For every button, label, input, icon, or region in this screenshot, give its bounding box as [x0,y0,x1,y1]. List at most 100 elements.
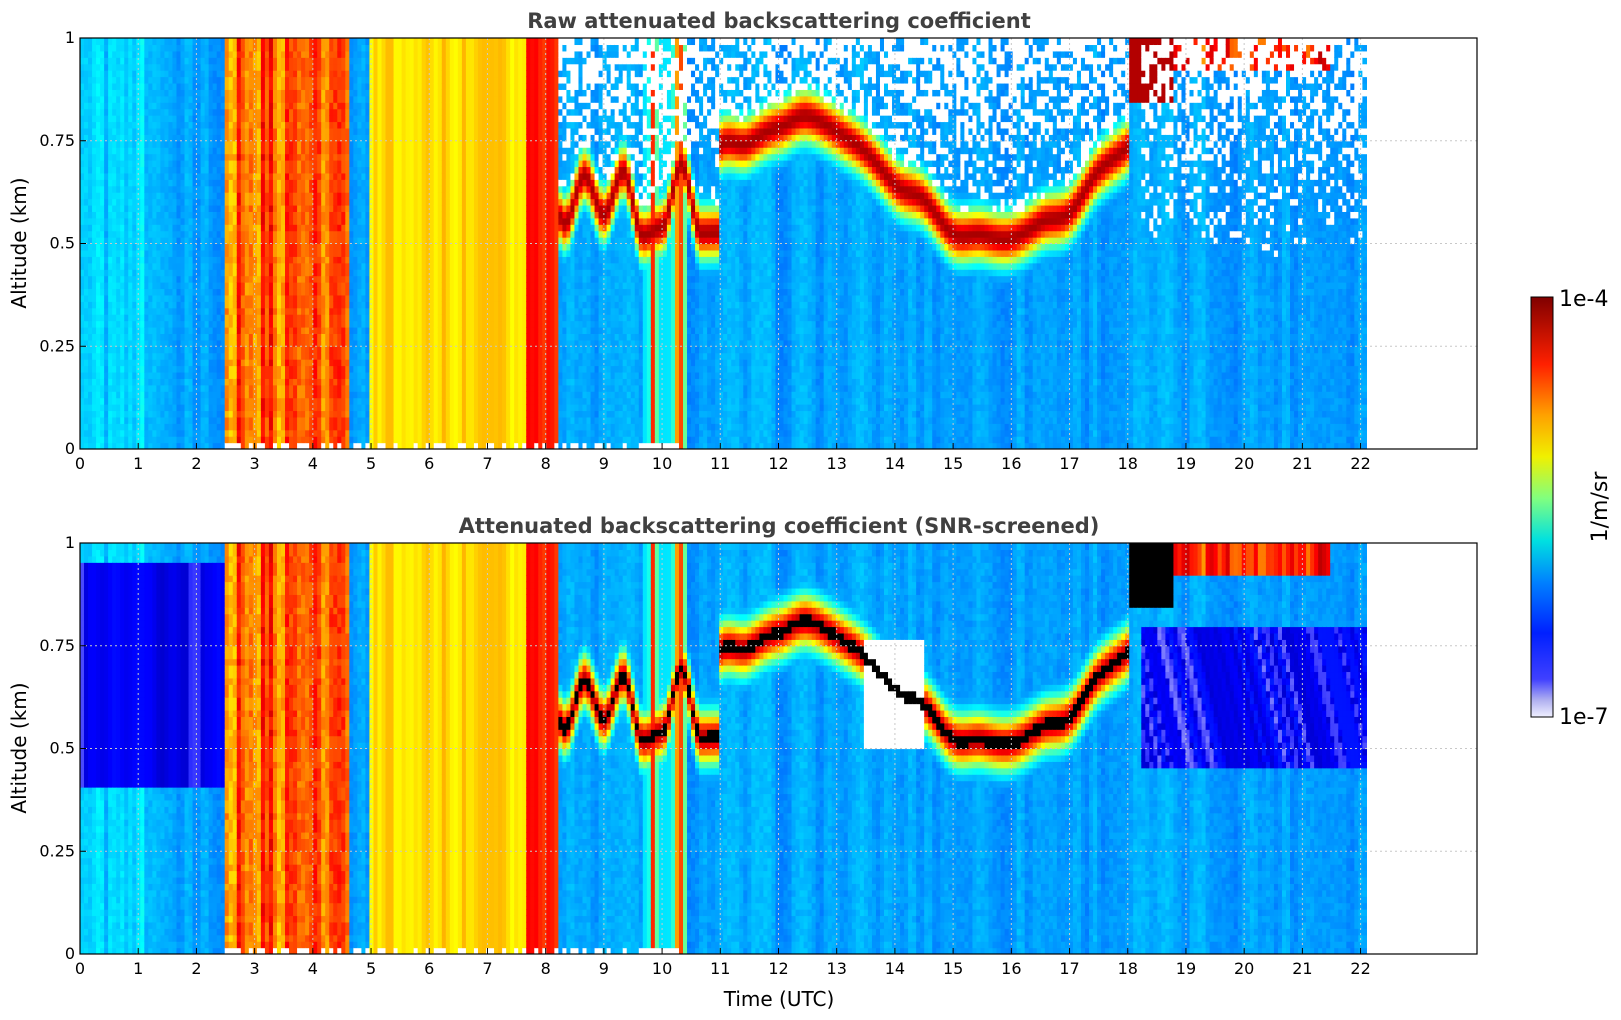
heatmap-cell [100,250,105,257]
heatmap-cell [217,385,222,392]
heatmap-cell [144,321,149,328]
heatmap-cell [197,199,202,206]
heatmap-cell [213,115,218,122]
heatmap-cell [217,64,222,71]
heatmap-cell [189,83,194,90]
heatmap-cell [209,346,214,353]
heatmap-cell [317,256,322,263]
heatmap-cell [369,378,374,385]
heatmap-cell [353,160,358,167]
heatmap-cell [233,346,238,353]
heatmap-cell [205,391,210,398]
heatmap-cell [201,218,206,225]
heatmap-cell [301,115,306,122]
heatmap-cell [209,282,214,289]
heatmap-cell [325,282,330,289]
heatmap-cell [181,186,186,193]
heatmap-cell [140,308,145,315]
heatmap-cell [168,173,173,180]
heatmap-cell [382,186,387,193]
heatmap-cell [185,147,190,154]
heatmap-cell [329,218,334,225]
heatmap-cell [96,372,101,379]
heatmap-cell [96,64,101,71]
heatmap-cell [92,250,97,257]
heatmap-cell [100,417,105,424]
heatmap-cell [377,83,382,90]
heatmap-cell [152,51,157,58]
heatmap-cell [241,436,246,443]
heatmap-cell [377,372,382,379]
heatmap-cell [160,83,165,90]
heatmap-cell [189,199,194,206]
heatmap-cell [321,57,326,64]
heatmap-cell [357,77,362,84]
heatmap-cell [181,327,186,334]
heatmap-cell [373,353,378,360]
heatmap-cell [301,51,306,58]
heatmap-cell [341,121,346,128]
heatmap-cell [116,218,121,225]
heatmap-cell [92,263,97,270]
heatmap-cell [221,436,226,443]
heatmap-cell [197,115,202,122]
heatmap-cell [176,128,181,135]
heatmap-cell [112,391,117,398]
heatmap-cell [80,359,85,366]
heatmap-cell [341,96,346,103]
heatmap-cell [361,333,366,340]
heatmap-cell [253,410,258,417]
heatmap-cell [277,166,282,173]
heatmap-cell [217,44,222,51]
heatmap-cell [249,173,254,180]
heatmap-cell [273,147,278,154]
heatmap-cell [257,160,262,167]
heatmap-cell [172,44,177,51]
heatmap-cell [124,385,129,392]
heatmap-cell [341,430,346,437]
heatmap-cell [353,276,358,283]
heatmap-cell [345,115,350,122]
heatmap-cell [365,231,370,238]
heatmap-cell [108,83,113,90]
heatmap-cell [156,276,161,283]
heatmap-cell [140,263,145,270]
heatmap-cell [365,359,370,366]
heatmap-cell [237,154,242,161]
heatmap-cell [241,333,246,340]
heatmap-cell [132,308,137,315]
heatmap-cell [337,301,342,308]
heatmap-cell [189,391,194,398]
heatmap-cell [96,218,101,225]
heatmap-cell [124,115,129,122]
heatmap-cell [88,160,93,167]
heatmap-cell [305,333,310,340]
heatmap-cell [257,44,262,51]
heatmap-cell [205,276,210,283]
heatmap-cell [201,333,206,340]
heatmap-cell [164,391,169,398]
heatmap-cell [209,121,214,128]
heatmap-cell [229,160,234,167]
heatmap-cell [225,263,230,270]
heatmap-cell [104,166,109,173]
heatmap-cell [181,314,186,321]
heatmap-cell [152,121,157,128]
heatmap-cell [273,192,278,199]
heatmap-cell [289,346,294,353]
heatmap-cell [245,192,250,199]
heatmap-cell [104,276,109,283]
heatmap-cell [104,179,109,186]
heatmap-cell [100,288,105,295]
heatmap-cell [209,102,214,109]
heatmap-cell [337,263,342,270]
heatmap-cell [257,263,262,270]
heatmap-cell [273,70,278,77]
heatmap-cell [361,301,366,308]
heatmap-cell [209,192,214,199]
heatmap-cell [120,250,125,257]
heatmap-cell [261,436,266,443]
heatmap-cell [189,154,194,161]
heatmap-cell [172,141,177,148]
heatmap-cell [361,121,366,128]
